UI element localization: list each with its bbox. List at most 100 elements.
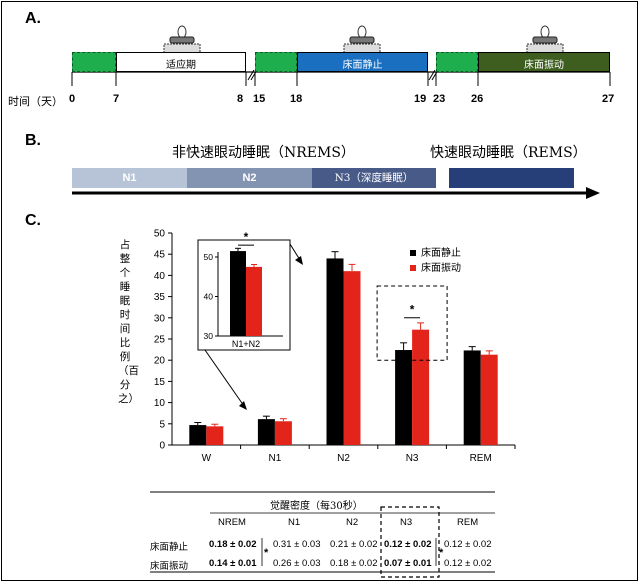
bar-N1-0 <box>257 419 275 445</box>
cell-stationary-n3: 0.12 ± 0.02 <box>384 539 432 550</box>
legend-item-stationary: 床面静止 <box>410 246 461 261</box>
row-vibrating-label: 床面振动 <box>150 561 189 572</box>
inset-arrowhead-n1 <box>239 401 247 410</box>
baseline-segment-3 <box>436 52 478 72</box>
table-sig-n3: * <box>439 547 444 559</box>
y-tick-label: 5 <box>159 419 165 430</box>
inset-y-tick-label: 40 <box>204 292 214 302</box>
col-rem: REM <box>457 517 479 528</box>
panel-c-label: C. <box>25 212 41 229</box>
row-stationary-label: 床面静止 <box>150 542 189 553</box>
y-tick-label: 10 <box>154 398 166 409</box>
tick-15: 15 <box>253 93 266 105</box>
x-tick-label: N2 <box>337 453 350 464</box>
inset-arrowhead-n2 <box>295 256 303 265</box>
tick-19: 19 <box>414 93 427 105</box>
bar-chart: 0 5 10 15 20 25 30 35 40 45 50 W N1 N2 N3 REM * 30 40 50 * N1… <box>154 229 516 464</box>
time-axis-label: 时间（天） <box>8 95 63 108</box>
legend-item-vibrating: 床面振动 <box>410 261 461 276</box>
bed-icon-adaptation <box>163 25 201 54</box>
x-tick-label: N3 <box>406 453 419 464</box>
inset-y-tick-label: 30 <box>204 331 214 341</box>
bar-N3-0 <box>395 350 413 445</box>
segment-stationary: 床面静止 <box>297 52 428 72</box>
col-n2: N2 <box>346 517 359 528</box>
cell-stationary-nrem: 0.18 ± 0.02 <box>209 539 257 550</box>
cell-stationary-n2: 0.21 ± 0.02 <box>330 539 378 550</box>
panel-a-label: A. <box>25 10 41 27</box>
inset-bar-1 <box>246 266 262 336</box>
y-tick-label: 0 <box>159 441 165 452</box>
bar-N2-1 <box>343 271 361 445</box>
legend-swatch-stationary <box>410 250 416 257</box>
y-tick-label: 20 <box>154 356 166 367</box>
y-tick-label: 40 <box>154 271 166 282</box>
x-tick-label: W <box>202 453 212 464</box>
bar-N3-1 <box>412 329 430 445</box>
legend: 床面静止 床面振动 <box>410 246 461 276</box>
n3-highlight-box <box>376 285 448 361</box>
y-tick-label: 50 <box>154 229 166 240</box>
cell-vibrating-n3: 0.07 ± 0.01 <box>384 558 432 569</box>
cell-vibrating-nrem: 0.14 ± 0.01 <box>209 558 257 569</box>
y-tick-label: 25 <box>154 335 166 346</box>
bar-N1-1 <box>274 421 292 445</box>
inset-y-tick-label: 50 <box>204 252 214 262</box>
tick-26: 26 <box>471 93 484 105</box>
segment-stationary-label: 床面静止 <box>342 60 383 71</box>
cell-stationary-n1: 0.31 ± 0.03 <box>273 539 321 550</box>
inset-category-label: N1+N2 <box>232 339 260 349</box>
cell-stationary-rem: 0.12 ± 0.02 <box>444 539 492 550</box>
n3-sig-star: * <box>410 303 415 317</box>
tick-23: 23 <box>433 93 446 105</box>
table-lines <box>150 491 495 578</box>
tick-27: 27 <box>602 93 615 105</box>
cell-vibrating-n1: 0.26 ± 0.03 <box>273 558 321 569</box>
bar-N2-0 <box>326 258 344 445</box>
inset-sig-star: * <box>244 230 249 244</box>
y-tick-label: 15 <box>154 377 166 388</box>
stage-n2: N2 <box>187 168 312 188</box>
col-n3: N3 <box>400 517 413 528</box>
cell-vibrating-n2: 0.18 ± 0.02 <box>330 558 378 569</box>
inset-arrow-n2 <box>289 243 301 261</box>
bed-icon-stationary <box>343 25 381 54</box>
stage-n1: N1 <box>72 168 187 188</box>
bar-W-1 <box>206 426 224 445</box>
y-tick-label: 35 <box>154 292 166 303</box>
bar-W-0 <box>189 425 207 445</box>
bar-REM-1 <box>480 354 498 445</box>
baseline-segment-1 <box>72 52 116 72</box>
baseline-segment-2 <box>255 52 297 72</box>
rem-title: 快速眼动睡眠（REMS） <box>430 145 587 161</box>
x-tick-label: N1 <box>269 453 282 464</box>
segment-vibrating-label: 床面振动 <box>524 60 564 71</box>
col-n1: N1 <box>288 517 301 528</box>
tick-7: 7 <box>113 93 120 105</box>
stage-n3: N3（深度睡眠） <box>312 168 436 188</box>
stage-rem <box>449 168 574 188</box>
tick-8: 8 <box>237 93 244 105</box>
x-tick-label: REM <box>470 453 492 464</box>
tick-0: 0 <box>69 93 76 105</box>
col-nrem: NREM <box>218 517 246 528</box>
nrem-title: 非快速眼动睡眠（NREMS） <box>172 145 355 161</box>
legend-label-stationary: 床面静止 <box>421 248 461 259</box>
panel-b-label: B. <box>25 132 41 149</box>
segment-adaptation-label: 适应期 <box>166 60 196 71</box>
y-tick-label: 45 <box>154 250 166 261</box>
inset-arrow-n1 <box>204 349 245 407</box>
legend-label-vibrating: 床面振动 <box>421 263 461 274</box>
inset-bar-0 <box>230 251 246 336</box>
tick-18: 18 <box>290 93 303 105</box>
stage-arrow <box>72 187 600 199</box>
segment-adaptation: 适应期 <box>116 52 246 72</box>
legend-swatch-vibrating <box>410 265 416 272</box>
y-tick-label: 30 <box>154 313 166 324</box>
segment-vibrating: 床面振动 <box>478 52 610 72</box>
bar-REM-0 <box>463 350 481 445</box>
table-sig-nrem: * <box>264 547 269 559</box>
table-title: 觉醒密度（每30秒） <box>270 501 363 512</box>
cell-vibrating-rem: 0.12 ± 0.02 <box>444 558 492 569</box>
